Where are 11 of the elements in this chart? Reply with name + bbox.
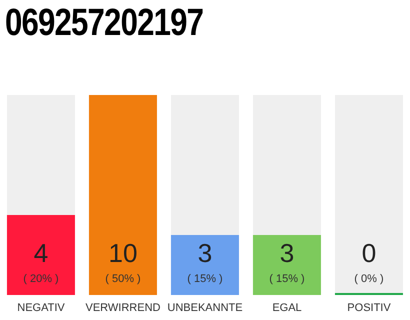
data-label: 3 ( 15% ) (187, 238, 223, 285)
chart-title: 069257202197 (5, 1, 204, 46)
data-label: 0 ( 0% ) (354, 238, 384, 285)
data-label: 10 ( 50% ) (105, 238, 141, 285)
data-label: 4 ( 20% ) (23, 238, 59, 285)
x-tick-label: POSITIV (347, 302, 392, 314)
x-tick-label: EGAL (272, 302, 302, 314)
x-tick-label: VERWIRREND (86, 302, 161, 314)
data-label: 3 ( 15% ) (269, 238, 305, 285)
x-tick-label: UNBEKANNTE (167, 302, 243, 314)
x-tick-label: NEGATIV (17, 302, 66, 314)
